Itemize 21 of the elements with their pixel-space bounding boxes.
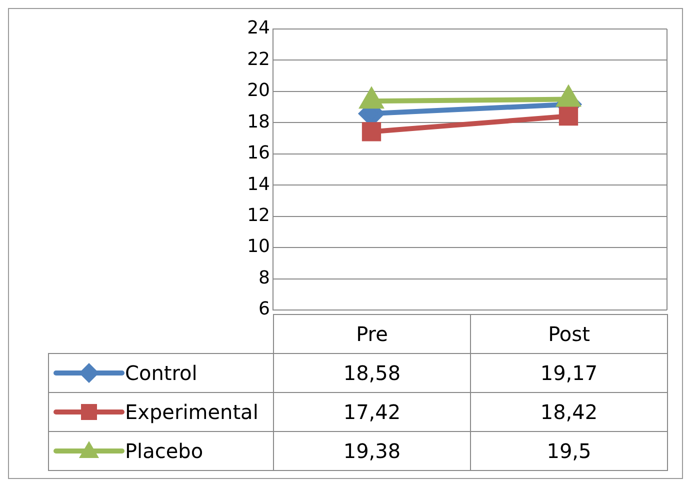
data-label: 19,5 <box>470 432 668 470</box>
data-label: 18,58 <box>274 354 470 392</box>
data-label: 19,38 <box>274 432 470 470</box>
data-label: 19,17 <box>470 354 668 392</box>
legend-label: Control <box>125 361 198 385</box>
y-tick-label: 6 <box>258 298 270 320</box>
y-tick-label: 16 <box>247 142 270 164</box>
legend-label: Experimental <box>125 400 258 424</box>
y-tick-label: 24 <box>247 18 270 39</box>
x-tick-label: Post <box>470 314 668 354</box>
y-tick-label: 20 <box>247 80 270 102</box>
x-tick-label: Pre <box>274 314 470 354</box>
data-label: 18,42 <box>470 392 668 432</box>
y-tick-label: 8 <box>258 267 270 288</box>
legend-label: Placebo <box>125 439 204 463</box>
y-tick-label: 10 <box>247 236 270 258</box>
y-tick-label: 14 <box>247 174 270 195</box>
y-tick-label: 22 <box>247 48 270 70</box>
y-tick-label: 12 <box>247 205 270 226</box>
data-label: 17,42 <box>274 392 470 432</box>
y-tick-label: 18 <box>247 111 270 132</box>
